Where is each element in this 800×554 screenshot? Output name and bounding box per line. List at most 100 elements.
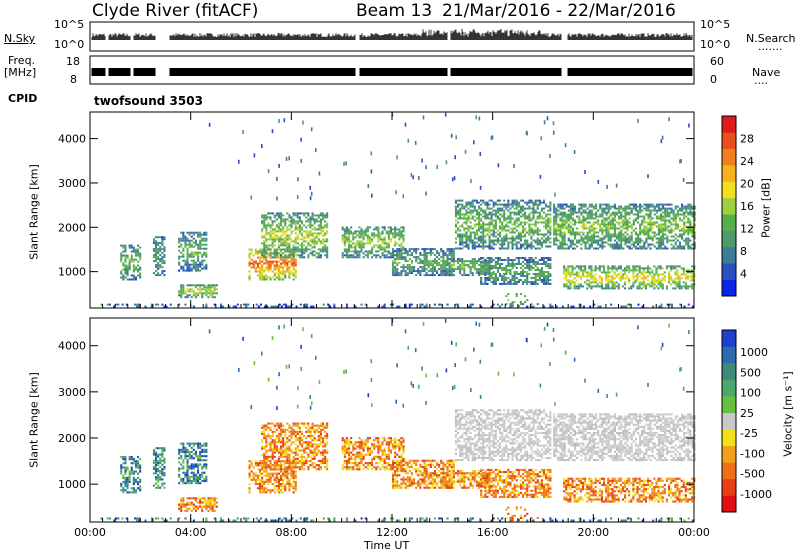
power-cell	[446, 260, 449, 263]
power-cell	[622, 239, 625, 242]
velocity-cell	[161, 472, 164, 475]
power-cell	[513, 219, 516, 222]
power-cell	[513, 199, 516, 202]
power-cell	[459, 229, 462, 232]
power-cell	[624, 271, 627, 274]
power-cell	[594, 267, 597, 270]
power-cell	[288, 220, 291, 223]
power-cell	[634, 275, 637, 278]
power-cell	[205, 286, 208, 289]
power-cell	[136, 303, 139, 306]
power-cell	[188, 239, 191, 242]
velocity-cell	[128, 478, 131, 481]
power-cell	[419, 262, 422, 265]
power-cell	[313, 236, 316, 239]
power-cell	[596, 285, 599, 288]
power-cell	[457, 213, 460, 216]
power-cell	[294, 214, 297, 217]
power-cell	[180, 255, 183, 258]
power-cell	[651, 285, 654, 288]
power-cell	[275, 238, 278, 241]
power-cell	[499, 305, 502, 308]
power-cell	[496, 259, 499, 261]
power-cell	[199, 235, 202, 238]
power-cell	[515, 211, 518, 214]
power-cell	[309, 224, 312, 227]
power-cell	[478, 237, 481, 240]
power-cell	[571, 239, 574, 242]
power-cell	[555, 231, 558, 234]
power-colorbar-tick: 24	[740, 155, 754, 168]
power-cell	[549, 305, 552, 308]
power-cell	[691, 215, 694, 218]
power-cell	[277, 276, 280, 279]
power-cell	[128, 244, 131, 247]
power-cell	[431, 272, 434, 275]
velocity-cell	[186, 459, 189, 462]
power-cell	[188, 284, 191, 287]
power-cell	[478, 225, 481, 228]
power-cell	[636, 277, 639, 280]
power-cell	[681, 209, 684, 212]
power-cell	[552, 121, 555, 126]
power-cell	[292, 220, 295, 223]
power-cell	[360, 228, 363, 231]
power-cell	[511, 211, 514, 214]
power-cell	[609, 213, 612, 216]
power-cell	[427, 262, 430, 265]
power-cell	[559, 247, 562, 250]
power-cell	[319, 224, 322, 227]
power-cell	[273, 220, 276, 223]
power-cell	[452, 262, 455, 265]
power-cell	[507, 247, 510, 250]
power-cell	[492, 282, 495, 285]
power-cell	[448, 270, 451, 273]
power-cell	[680, 285, 683, 288]
power-cell	[618, 231, 621, 234]
power-cell	[605, 223, 608, 226]
power-cell	[519, 209, 522, 212]
power-cell	[271, 212, 274, 215]
power-cell	[469, 217, 472, 220]
power-cell	[203, 233, 206, 236]
power-cell	[578, 231, 581, 234]
power-cell	[571, 205, 574, 208]
power-cell	[120, 270, 123, 273]
velocity-cell	[157, 453, 160, 456]
power-cell	[588, 265, 591, 268]
power-cell	[691, 277, 694, 280]
power-cell	[509, 221, 512, 224]
power-cell	[288, 214, 291, 217]
power-cell	[309, 226, 312, 229]
power-cell	[155, 246, 158, 249]
power-cell	[297, 177, 299, 182]
power-cell	[490, 233, 493, 236]
power-cell	[343, 234, 346, 237]
power-cell	[676, 277, 679, 280]
power-cell	[465, 274, 468, 277]
power-cell	[385, 254, 388, 257]
power-cell	[588, 209, 591, 212]
power-cell	[490, 211, 493, 214]
power-cell	[507, 261, 510, 263]
power-cell	[565, 273, 568, 276]
power-cell	[301, 226, 304, 229]
power-cell	[488, 241, 491, 244]
power-cell	[586, 273, 589, 276]
power-cell	[322, 214, 325, 217]
power-cell	[413, 270, 416, 273]
power-cell	[501, 223, 504, 226]
power-cell	[686, 275, 689, 278]
power-cell	[265, 278, 268, 281]
power-cell	[492, 233, 495, 236]
power-cell	[538, 275, 541, 277]
power-cell	[618, 217, 621, 220]
power-cell	[423, 258, 426, 261]
power-cell	[298, 224, 301, 227]
power-cell	[152, 242, 155, 245]
power-cell	[161, 248, 164, 251]
power-cell	[350, 256, 353, 259]
power-cell	[381, 246, 384, 249]
power-cell	[271, 252, 274, 255]
power-cell	[379, 244, 382, 247]
